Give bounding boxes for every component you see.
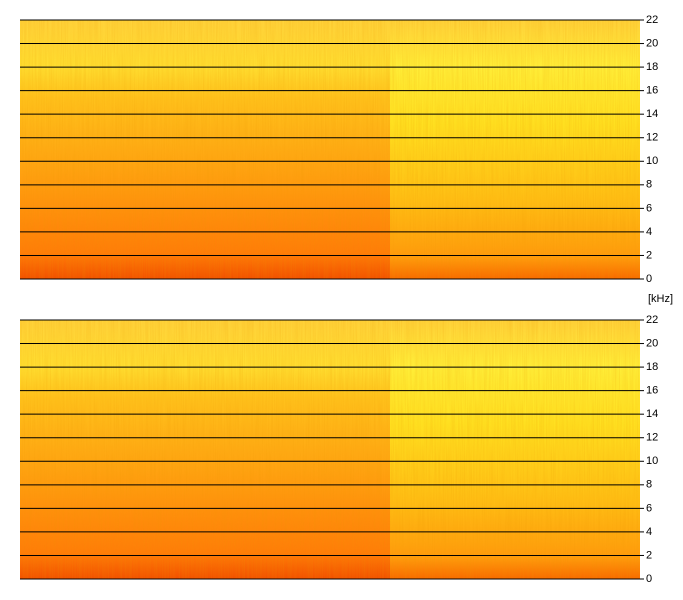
y-tick-label: 0 bbox=[646, 573, 652, 585]
y-tick-label: 16 bbox=[646, 85, 658, 97]
y-tick-label: 12 bbox=[646, 132, 658, 144]
spectrogram-texture bbox=[20, 320, 640, 579]
y-tick-label: 6 bbox=[646, 502, 652, 514]
y-tick-label: 18 bbox=[646, 61, 658, 73]
y-tick-label: 10 bbox=[646, 155, 658, 167]
y-tick-label: 14 bbox=[646, 408, 658, 420]
y-tick-label: 8 bbox=[646, 479, 652, 491]
y-tick-label: 10 bbox=[646, 455, 658, 467]
y-tick-label: 20 bbox=[646, 37, 658, 49]
y-tick-label: 4 bbox=[646, 526, 652, 538]
y-tick-label: 14 bbox=[646, 108, 658, 120]
spectrogram-texture bbox=[20, 20, 640, 279]
y-tick-label: 20 bbox=[646, 337, 658, 349]
y-tick-label: 2 bbox=[646, 549, 652, 561]
y-tick-label: 0 bbox=[646, 273, 652, 285]
y-tick-label: 22 bbox=[646, 314, 658, 326]
y-tick-label: 22 bbox=[646, 14, 658, 26]
y-tick-label: 18 bbox=[646, 361, 658, 373]
y-tick-label: 4 bbox=[646, 226, 652, 238]
y-tick-label: 6 bbox=[646, 202, 652, 214]
y-axis-unit: [kHz] bbox=[648, 293, 673, 305]
y-tick-label: 16 bbox=[646, 385, 658, 397]
y-tick-label: 8 bbox=[646, 179, 652, 191]
y-tick-label: 2 bbox=[646, 249, 652, 261]
y-tick-label: 12 bbox=[646, 432, 658, 444]
